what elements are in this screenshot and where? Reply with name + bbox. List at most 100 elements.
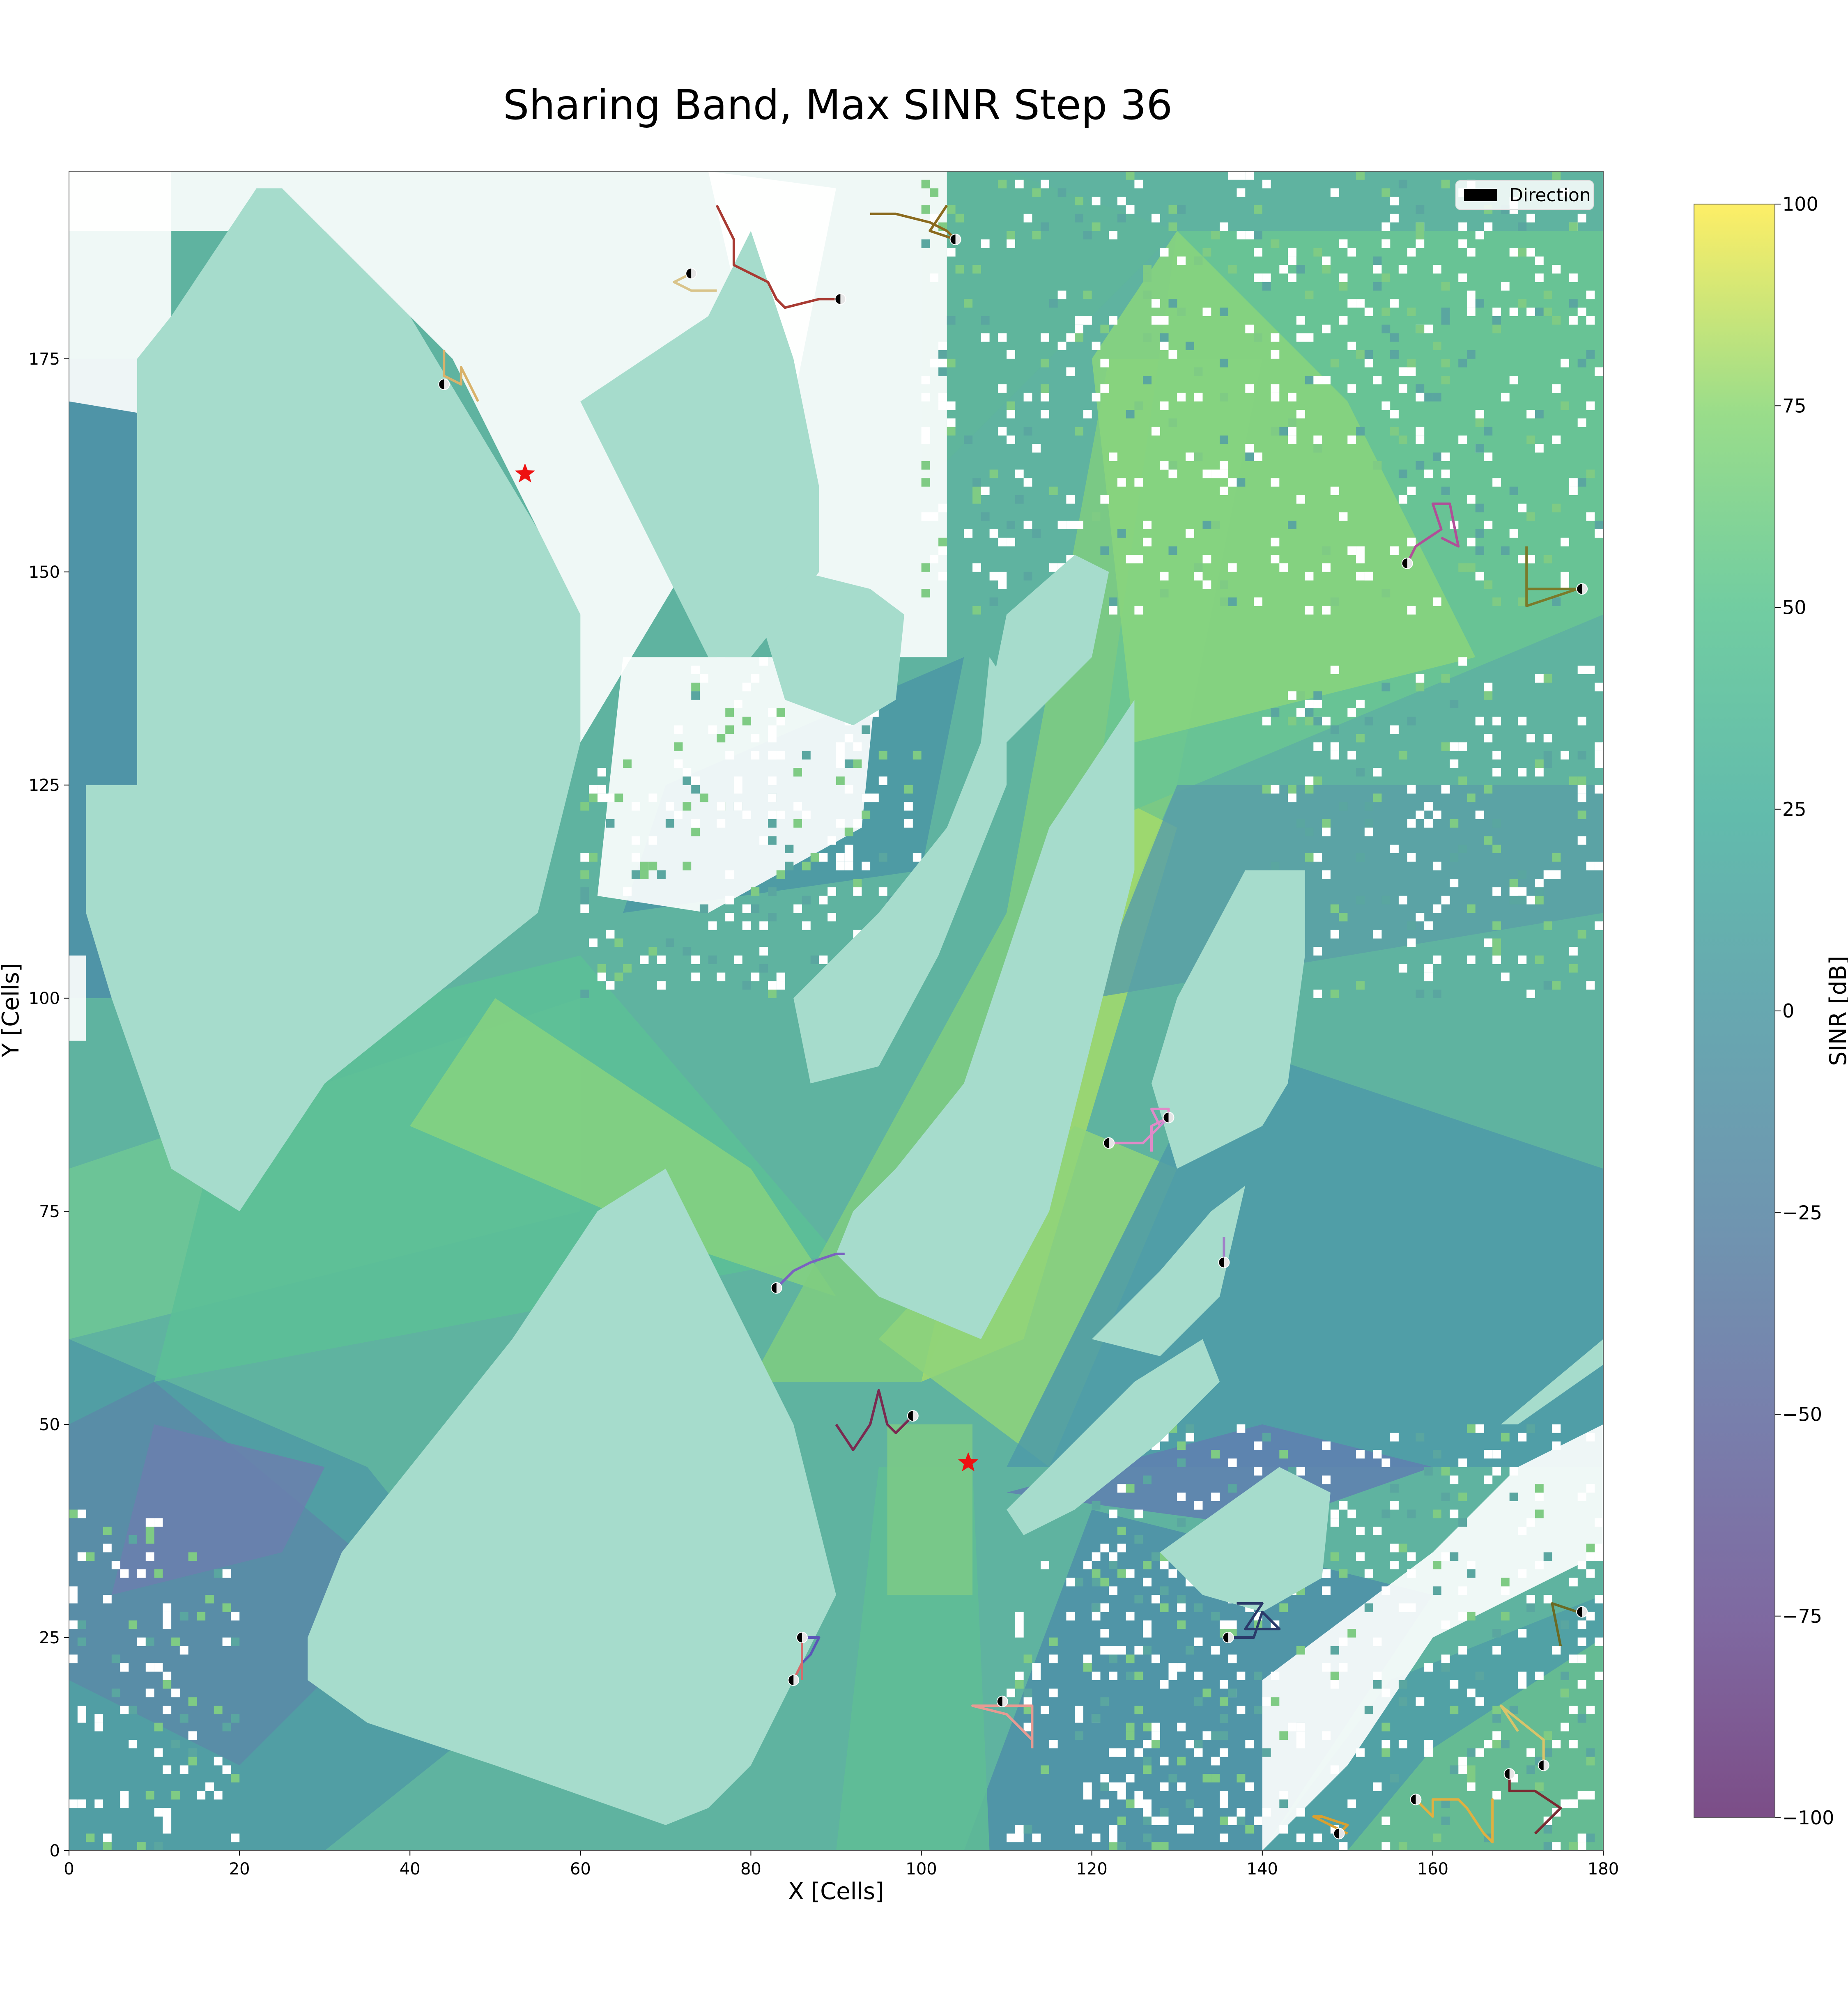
legend-direction-swatch — [1464, 189, 1497, 201]
noise-cell — [163, 1612, 172, 1621]
x-tick-label: 40 — [400, 1860, 421, 1879]
colorbar-tick-label: 75 — [1782, 395, 1807, 417]
noise-cell — [648, 947, 657, 956]
noise-cell — [1134, 1646, 1143, 1655]
noise-cell — [580, 853, 589, 862]
noise-cell — [1109, 1509, 1117, 1518]
noise-cell — [691, 666, 700, 674]
noise-cell — [1228, 1688, 1237, 1697]
user-marker-17 — [1503, 1768, 1515, 1780]
noise-cell — [1160, 248, 1169, 257]
noise-cell — [631, 802, 640, 811]
noise-cell — [1424, 324, 1433, 333]
noise-cell — [1586, 350, 1595, 359]
noise-cell — [1373, 1672, 1382, 1680]
noise-cell — [717, 734, 726, 743]
noise-cell — [1518, 1433, 1527, 1442]
noise-cell — [1168, 469, 1177, 478]
noise-cell — [163, 1808, 172, 1817]
noise-cell — [1552, 265, 1561, 274]
noise-cell — [768, 734, 777, 743]
noise-cell — [1424, 1748, 1433, 1757]
building-11 — [989, 555, 1109, 742]
noise-cell — [776, 972, 785, 981]
noise-cell — [1211, 1450, 1220, 1458]
noise-cell — [1152, 1595, 1160, 1603]
noise-cell — [1552, 171, 1561, 180]
noise-cell — [1202, 308, 1211, 316]
noise-cell — [1313, 990, 1322, 998]
noise-cell — [1535, 674, 1544, 683]
noise-cell — [1543, 1825, 1552, 1834]
noise-cell — [1083, 290, 1092, 299]
noise-cell — [137, 1638, 146, 1646]
noise-cell — [1492, 819, 1501, 828]
noise-cell — [1390, 1433, 1399, 1442]
noise-cell — [1092, 1501, 1101, 1510]
noise-cell — [1535, 879, 1544, 887]
noise-cell — [708, 955, 717, 964]
noise-cell — [1518, 299, 1527, 308]
noise-cell — [145, 1791, 154, 1800]
noise-cell — [1143, 537, 1152, 547]
noise-cell — [1049, 563, 1058, 572]
noise-cell — [1407, 487, 1416, 495]
noise-cell — [1228, 597, 1237, 606]
noise-cell — [802, 811, 811, 819]
noise-cell — [1458, 742, 1467, 751]
noise-cell — [1126, 1569, 1135, 1578]
noise-cell — [1109, 1552, 1117, 1561]
noise-cell — [1466, 563, 1476, 572]
building-6 — [1152, 870, 1305, 1169]
colorbar-tick-label: 0 — [1782, 1000, 1794, 1022]
noise-cell — [1586, 1552, 1595, 1561]
noise-cell — [717, 972, 726, 981]
noise-cell — [1364, 1603, 1373, 1612]
noise-cell — [1117, 197, 1126, 206]
noise-cell — [930, 188, 939, 197]
noise-cell — [1023, 521, 1032, 529]
user-trajectory-9 — [775, 1252, 845, 1289]
y-axis: 0 25 50 75 100 125 150 175 — [29, 350, 69, 1860]
noise-cell — [1109, 1561, 1117, 1569]
noise-cell — [1186, 529, 1194, 538]
noise-cell — [1041, 333, 1049, 342]
noise-cell — [1595, 1543, 1603, 1553]
noise-cell — [69, 1654, 78, 1663]
noise-cell — [793, 819, 802, 828]
noise-cell — [1484, 682, 1493, 691]
noise-cell — [1023, 427, 1032, 436]
noise-cell — [1416, 990, 1425, 998]
noise-cell — [1424, 1663, 1433, 1672]
noise-cell — [1356, 350, 1365, 359]
noise-cell — [1381, 682, 1391, 691]
noise-cell — [768, 913, 777, 921]
noise-cell — [768, 793, 777, 802]
noise-cell — [955, 214, 964, 223]
user-trajectory-6 — [1109, 1107, 1170, 1152]
noise-cell — [1007, 537, 1015, 547]
noise-cell — [1416, 682, 1425, 691]
colorbar-tick-label: 100 — [1782, 193, 1818, 215]
noise-cell — [1041, 384, 1049, 393]
noise-cell — [1143, 333, 1152, 342]
y-tick-label: 100 — [29, 989, 60, 1008]
noise-cell — [1450, 759, 1459, 768]
noise-cell — [981, 316, 990, 325]
noise-cell — [1313, 376, 1322, 385]
noise-cell — [1075, 1731, 1083, 1740]
noise-cell — [1109, 1654, 1117, 1663]
sinr-region-2 — [111, 1424, 325, 1595]
noise-cell — [733, 955, 742, 964]
noise-cell — [222, 1638, 231, 1646]
noise-cell — [947, 427, 956, 436]
user-marker-1 — [685, 268, 697, 280]
noise-cell — [981, 239, 990, 248]
noise-cell — [1569, 299, 1578, 308]
noise-cell — [1398, 1842, 1407, 1851]
noise-cell — [597, 785, 606, 794]
noise-cell — [197, 1612, 206, 1621]
noise-cell — [1398, 265, 1407, 274]
noise-cell — [1458, 563, 1467, 572]
noise-cell — [1390, 546, 1399, 555]
